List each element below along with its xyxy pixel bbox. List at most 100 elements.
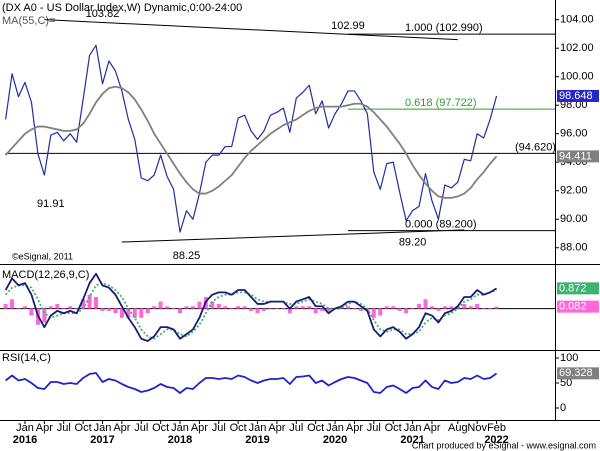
histogram-bar [113,308,118,314]
x-tick-label: Jan [404,422,422,434]
histogram-bar [223,306,228,309]
y-tick-label: 96.00 [560,128,588,140]
indicator-line [4,272,498,342]
histogram-bar [210,301,215,309]
y-tick-label: 98.00 [560,99,588,111]
histogram-bar [229,308,234,310]
histogram-bar [481,308,486,310]
x-tick-label: Jul [57,422,71,434]
histogram-bar [74,308,79,310]
histogram-bar [10,299,15,309]
indicator-line [4,282,497,340]
x-tick-label: Apr [113,422,130,434]
y-tick-label: 100 [560,352,578,364]
x-tick-label: Oct [75,422,92,434]
level-label: 1.000 (102.990) [405,22,483,34]
histogram-bar [468,306,473,309]
x-tick-label: Apr [423,422,440,434]
histogram-bar [68,306,73,309]
x-year-label: 2018 [168,434,192,446]
price-line [5,44,498,233]
x-tick-label: Jan [94,422,112,434]
value-tag-label: 94.411 [559,150,592,162]
histogram-bar [274,308,279,310]
histogram-bar [216,303,221,309]
histogram-bar [287,308,292,314]
histogram-bar [55,303,60,309]
x-year-label: 2016 [13,434,37,446]
annotation: 88.25 [173,250,201,262]
histogram-bar [106,308,111,311]
x-tick-label: Jul [289,422,303,434]
x-tick-label: Oct [230,422,247,434]
histogram-bar [300,306,305,309]
histogram-bar [29,308,34,316]
annotation: 91.91 [37,198,65,210]
histogram-bar [48,306,53,309]
histogram-bar [184,306,189,309]
x-tick-label: Apr [346,422,363,434]
histogram-bar [313,308,318,314]
histogram-bar [242,306,247,309]
x-year-label: 2021 [400,434,424,446]
annotation: 103.82 [86,8,120,20]
footer: Chart produced by eSignal - www.esignal.… [412,440,596,450]
level-label: 0.618 (97.722) [405,97,477,109]
histogram-bar [165,306,170,309]
x-tick-label: Jan [171,422,189,434]
x-tick-label: Oct [307,422,324,434]
histogram-bar [391,306,396,309]
histogram-bar [494,306,499,309]
histogram-bar [171,308,176,310]
x-tick-label: Jan [16,422,34,434]
indicator-line [5,372,498,394]
x-tick-label: Aug [448,422,468,434]
histogram-bar [449,306,454,309]
histogram-bar [197,301,202,309]
y-tick-label: 50 [560,377,572,389]
histogram-bar [384,306,389,309]
x-tick-label: Jan [326,422,344,434]
chart-title: (DX A0 - US Dollar Index,W) Dynamic,0:00… [2,2,242,14]
histogram-bar [436,308,441,311]
histogram-bar [268,308,273,310]
histogram-bar [236,306,241,309]
histogram-bar [94,296,99,309]
histogram-bar [262,308,266,311]
y-tick-label: 88.00 [560,242,588,254]
annotation: 102.99 [331,20,365,32]
histogram-bar [397,308,402,311]
x-year-label: 2020 [323,434,347,446]
histogram-bar [249,308,254,311]
histogram-bar [281,308,286,310]
histogram-bar [294,306,299,309]
value-tag [557,367,599,380]
x-tick-label: Oct [385,422,402,434]
y-tick-label: 104.00 [560,14,594,26]
histogram-bar [410,308,415,310]
x-tick-label: Jan [249,422,267,434]
trendline [44,19,458,41]
histogram-bar [371,308,376,318]
histogram-bar [145,308,150,314]
legend: MA(55,C)= [2,15,56,27]
histogram-bar [42,308,47,323]
level-label: (94.620) [515,141,556,153]
histogram-bar [475,303,480,309]
x-tick-label: Apr [191,422,208,434]
value-tag [557,300,599,313]
histogram-bar [442,306,447,309]
x-year-label: 2017 [90,434,114,446]
histogram-bar [22,306,27,309]
value-tag-label: 69.328 [559,367,593,379]
value-tag [557,89,599,102]
y-tick-label: 92.00 [560,185,588,197]
annotation: 89.20 [399,237,427,249]
x-tick-label: Feb [487,422,506,434]
histogram-bar [417,303,422,309]
histogram-bar [307,306,312,309]
value-tag-label: 98.648 [559,90,593,102]
histogram-bar [378,308,383,316]
